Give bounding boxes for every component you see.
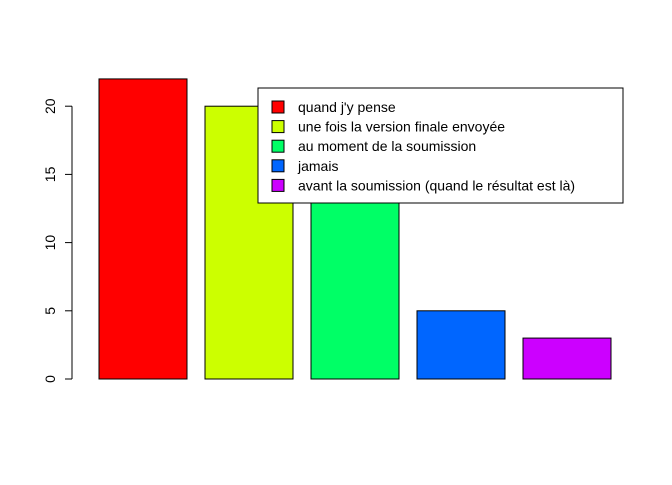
legend-label-5: avant la soumission (quand le résultat e…	[298, 177, 575, 193]
legend-box	[257, 87, 624, 204]
legend-swatch-1	[271, 100, 285, 114]
y-tick-label-5: 5	[42, 307, 58, 315]
y-axis: 0 5 10 15 20	[42, 98, 73, 383]
bar-1	[98, 78, 188, 380]
y-tick-label-0: 0	[42, 375, 58, 383]
legend-swatch-2	[271, 120, 285, 134]
bar-4	[416, 310, 506, 380]
bar-3	[310, 201, 400, 380]
legend-swatch-4	[271, 159, 285, 173]
legend-swatch-3	[271, 139, 285, 153]
y-tick-label-10: 10	[42, 235, 58, 251]
legend-swatch-5	[271, 178, 285, 192]
legend: quand j'y pense une fois la version final…	[257, 87, 624, 204]
legend-label-2: une fois la version finale envoyée	[298, 119, 505, 135]
legend-label-3: au moment de la soumission	[298, 138, 476, 154]
bar-5	[522, 337, 612, 380]
y-tick-label-20: 20	[42, 98, 58, 114]
y-tick-label-15: 15	[42, 166, 58, 182]
legend-label-4: jamais	[297, 158, 338, 174]
legend-label-1: quand j'y pense	[298, 99, 396, 115]
